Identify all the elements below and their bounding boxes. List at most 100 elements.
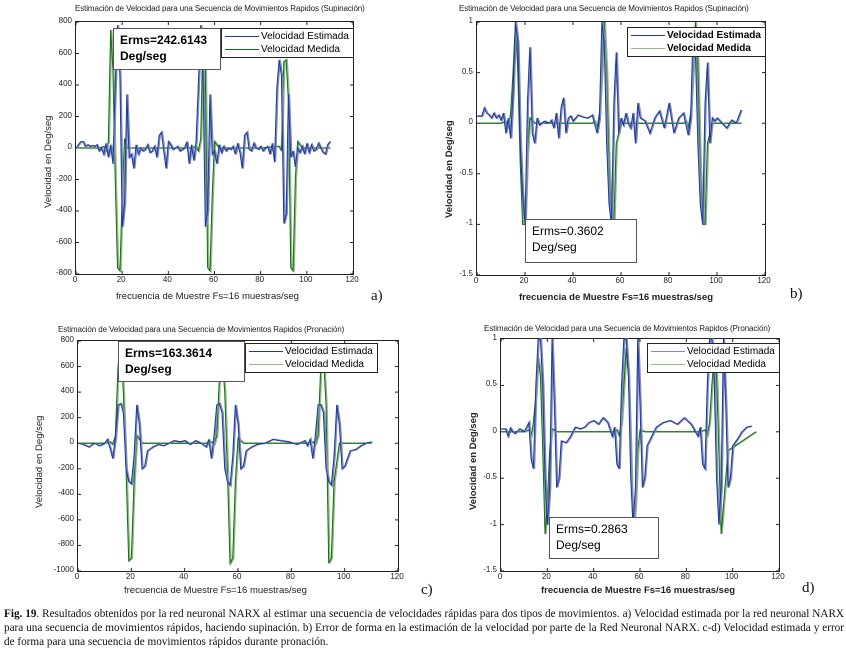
y-tick-label: -600 (55, 236, 72, 246)
y-tick-label: -400 (57, 488, 74, 498)
x-tick-label: 60 (634, 572, 644, 581)
legend-label: Velocidad Medida (687, 359, 766, 370)
y-tick-label: 1 (468, 16, 473, 25)
figure-caption: Fig. 19. Resultados obtenidos por la red… (4, 607, 844, 649)
y-tick-label: 0.5 (461, 66, 473, 76)
legend-line-icon (225, 36, 259, 37)
legend-item-estimada: Velocidad Estimada (631, 29, 761, 42)
x-tick-label: 20 (541, 572, 551, 581)
x-tick-label: 80 (663, 276, 673, 285)
x-tick-label: 80 (285, 572, 295, 581)
x-tick-label: 60 (232, 572, 242, 581)
series-line-estimada-shadow (78, 402, 373, 488)
legend-line-icon (651, 351, 685, 352)
legend-label: Velocidad Estimada (285, 346, 373, 357)
erms-value: Erms=0.2863 (556, 522, 628, 536)
legend-line-icon (249, 351, 283, 352)
erms-value: Erms=242.6143 (120, 33, 208, 47)
chart-title: Estimación de Velocidad para una Secuenc… (58, 325, 345, 334)
x-tick-label: 40 (567, 276, 577, 285)
legend: Velocidad Estimada Velocidad Medida (221, 28, 354, 58)
x-axis-label: frecuencia de Muestre Fs=16 muestras/seg (519, 292, 714, 303)
legend-label: Velocidad Medida (285, 359, 364, 370)
caption-label: Fig. 19 (4, 608, 37, 620)
legend-item-estimada: Velocidad Estimada (225, 30, 349, 43)
panel-label: d) (802, 580, 815, 596)
y-tick-label: 400 (58, 79, 72, 88)
x-tick-label: 20 (519, 276, 529, 285)
x-tick-label: 20 (116, 275, 126, 284)
y-tick-label: -1 (489, 518, 497, 528)
erms-unit: Deg/seg (125, 362, 172, 376)
x-tick-label: 0 (74, 572, 80, 581)
y-tick-label: -400 (55, 205, 72, 214)
x-tick-label: 20 (125, 572, 135, 581)
y-axis-label: Velocidad en Deg/seg (34, 415, 45, 508)
y-axis-label: Velocidad en Deg/seg (444, 120, 455, 218)
legend-item-medida: Velocidad Medida (249, 358, 373, 371)
y-tick-label: -0.5 (459, 167, 473, 177)
erms-annotation: Erms=163.3614 Deg/seg (118, 341, 245, 382)
y-tick-label: -1 (465, 218, 473, 228)
y-tick-label: -200 (55, 173, 72, 183)
y-tick-label: 0 (492, 425, 497, 435)
legend-label: Velocidad Medida (667, 43, 751, 54)
y-tick-label: -1000 (53, 565, 74, 574)
erms-annotation: Erms=242.6143 Deg/seg (113, 28, 221, 70)
x-tick-label: 80 (255, 275, 265, 284)
legend-item-estimada: Velocidad Estimada (249, 345, 373, 358)
series-line-medida (76, 29, 330, 273)
y-axis-label: Velocidad en Deg/seg (468, 412, 479, 510)
legend-item-medida: Velocidad Medida (631, 42, 761, 55)
y-tick-label: -800 (55, 268, 72, 277)
x-tick-label: 120 (757, 276, 771, 285)
legend-line-icon (651, 364, 685, 365)
panel-label: b) (790, 286, 803, 302)
x-tick-label: 120 (390, 572, 404, 581)
y-tick-label: 0.5 (485, 379, 497, 389)
chart-title: Estimación de Velocidad para una Secuenc… (459, 4, 749, 13)
x-tick-label: 60 (615, 276, 625, 285)
series-line-estimada (75, 25, 331, 227)
legend-label: Velocidad Estimada (687, 346, 775, 357)
panel-label: a) (371, 288, 383, 304)
y-tick-label: 0 (468, 117, 473, 127)
legend-line-icon (631, 48, 665, 49)
y-tick-label: -1.5 (483, 565, 497, 574)
legend: Velocidad Estimada Velocidad Medida (647, 343, 780, 373)
y-tick-label: 0 (67, 142, 72, 151)
y-tick-label: 1 (492, 333, 497, 342)
erms-value: Erms=0.3602 (532, 224, 604, 238)
y-tick-label: -1.5 (459, 269, 473, 278)
x-tick-label: 100 (299, 275, 313, 284)
y-tick-label: -800 (57, 539, 74, 549)
x-tick-label: 100 (724, 572, 739, 581)
x-axis-label: frecuencia de Muestre Fs=16 muestras/seg (124, 585, 307, 596)
y-tick-label: 200 (58, 110, 72, 120)
x-tick-label: 120 (771, 572, 785, 581)
legend-label: Velocidad Estimada (261, 31, 349, 42)
y-tick-label: 600 (60, 360, 74, 370)
y-tick-label: 600 (58, 47, 72, 57)
x-tick-label: 100 (336, 572, 351, 581)
erms-unit: Deg/seg (532, 240, 577, 254)
legend-item-estimada: Velocidad Estimada (651, 345, 775, 358)
x-tick-label: 100 (709, 276, 723, 285)
y-tick-label: -200 (57, 462, 74, 472)
x-axis-label: frecuencia de Muestre Fs=16 muestras/seg (116, 291, 299, 302)
y-tick-label: 800 (58, 16, 72, 25)
y-tick-label: 400 (60, 386, 74, 396)
chart-title: Estimación de Velocidad para una Secuenc… (484, 324, 771, 333)
erms-annotation: Erms=0.3602 Deg/seg (525, 219, 637, 263)
x-axis-label: frecuencia de Muestre Fs=16 muestras/seg (541, 585, 736, 596)
panel-label: c) (421, 582, 433, 598)
chart-title: Estimación de Velocidad para una Secuenc… (75, 4, 365, 13)
x-tick-label: 80 (680, 572, 690, 581)
x-tick-label: 40 (588, 572, 598, 581)
y-tick-label: 800 (60, 335, 74, 344)
y-tick-label: -0.5 (483, 472, 497, 482)
x-tick-label: 40 (179, 572, 189, 581)
legend-item-medida: Velocidad Medida (651, 358, 775, 371)
caption-text: . Resultados obtenidos por la red neuron… (4, 608, 844, 648)
erms-annotation: Erms=0.2863 Deg/seg (549, 517, 659, 559)
